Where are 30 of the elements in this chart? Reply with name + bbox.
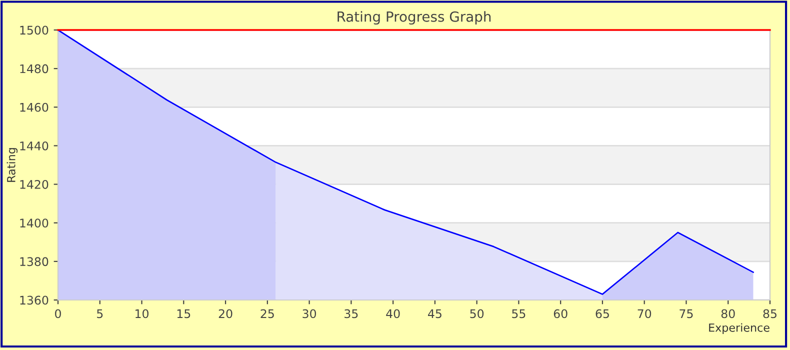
x-tick-label: 0 xyxy=(55,309,61,318)
x-tick-label: 75 xyxy=(680,309,693,318)
x-tick-label: 40 xyxy=(386,309,400,318)
x-axis-title: Experience xyxy=(709,323,770,334)
y-axis-title: Rating xyxy=(6,148,18,182)
y-tick-label: 1360 xyxy=(20,296,48,305)
line-series xyxy=(58,30,754,295)
x-tick-label: 15 xyxy=(177,309,190,318)
x-tick-label: 55 xyxy=(512,309,526,318)
x-tick-label: 50 xyxy=(470,309,484,318)
x-tick-label: 60 xyxy=(554,309,568,318)
y-tick-label: 1400 xyxy=(20,218,48,228)
chart-title: Rating Progress Graph xyxy=(338,11,491,25)
y-tick-label: 1480 xyxy=(20,64,48,74)
y-tick-label: 1440 xyxy=(20,141,48,150)
x-tick-label: 30 xyxy=(302,309,316,318)
x-tick-label: 70 xyxy=(638,309,652,318)
x-tick-label: 80 xyxy=(721,309,735,318)
y-tick-label: 1500 xyxy=(20,26,48,35)
x-tick-label: 85 xyxy=(763,309,776,318)
x-tick-label: 45 xyxy=(428,309,442,318)
x-tick-label: 25 xyxy=(260,309,274,318)
x-tick-label: 35 xyxy=(344,309,358,318)
x-tick-label: 65 xyxy=(596,309,609,318)
y-tick-label: 1460 xyxy=(20,102,48,112)
y-tick-label: 1420 xyxy=(20,180,48,189)
x-tick-label: 5 xyxy=(97,309,103,318)
y-tick-label: 1380 xyxy=(20,257,48,266)
x-tick-label: 10 xyxy=(136,309,148,318)
x-tick-label: 20 xyxy=(218,309,232,318)
